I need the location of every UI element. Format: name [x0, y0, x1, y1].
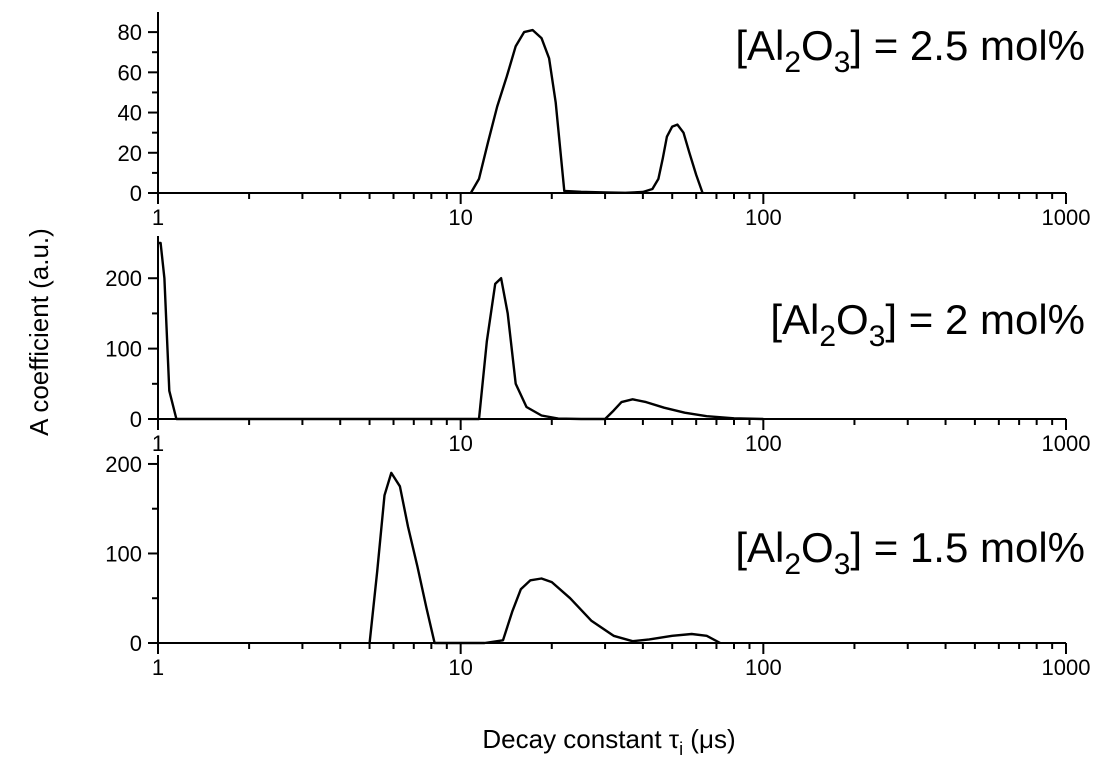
series-line-1 [469, 28, 704, 194]
composition-annotation: [Al2O3] = 2 mol% [770, 296, 1085, 353]
panel-1: 0 20 40 60 80 1 10 100 1000 [Al2O3] = 2.5 mol% [118, 12, 1091, 230]
annotation-part: O [801, 524, 834, 571]
y-tick-label: 0 [130, 181, 142, 206]
annotation-part: 3 [834, 548, 851, 581]
annotation-part: 3 [834, 46, 851, 79]
composition-annotation: [Al2O3] = 1.5 mol% [735, 524, 1085, 581]
y-tick-label: 40 [118, 101, 142, 126]
x-tick-label: 100 [745, 655, 782, 680]
annotation-part: 2 [819, 320, 836, 353]
annotation-part: O [836, 296, 869, 343]
y-tick-label: 200 [105, 266, 142, 291]
annotation-part: [Al [735, 22, 784, 69]
x-axis-title: Decay constant τi (μs) [482, 724, 735, 759]
y-tick-label: 200 [105, 452, 142, 477]
panel-3: 0 100 200 1 10 100 1000 [Al2O3] = 1.5 mol% [105, 452, 1090, 680]
panel-2: 0 100 200 1 10 100 1000 [Al2O3] = 2 mol% [105, 236, 1090, 456]
annotation-part: [Al [735, 524, 784, 571]
x-tick-label: 10 [448, 205, 472, 230]
annotation-part: 3 [869, 320, 886, 353]
annotation-part: ] = 2 mol% [885, 296, 1085, 343]
annotation-part: 2 [784, 548, 801, 581]
x-tick-label: 1000 [1042, 205, 1091, 230]
x-axis-title-main: Decay constant τ [482, 724, 679, 754]
y-tick-label: 60 [118, 60, 142, 85]
annotation-part: O [801, 22, 834, 69]
y-tick-label: 20 [118, 141, 142, 166]
y-tick-label: 100 [105, 337, 142, 362]
x-tick-label: 1 [152, 655, 164, 680]
y-tick-label: 0 [130, 631, 142, 656]
x-tick-label: 100 [745, 431, 782, 456]
x-tick-label: 1 [152, 431, 164, 456]
annotation-part: ] = 1.5 mol% [850, 524, 1085, 571]
y-tick-label: 80 [118, 20, 142, 45]
x-axis-title-subscript: i [679, 739, 683, 759]
series-line-1 [158, 241, 764, 421]
x-tick-label: 1 [152, 205, 164, 230]
annotation-part: [Al [770, 296, 819, 343]
annotation-part: 2 [784, 46, 801, 79]
y-axis-title: A coefficient (a.u.) [24, 228, 54, 436]
x-tick-label: 1000 [1042, 655, 1091, 680]
annotation-part: ] = 2.5 mol% [850, 22, 1085, 69]
y-tick-label: 100 [105, 541, 142, 566]
composition-annotation: [Al2O3] = 2.5 mol% [735, 22, 1085, 79]
y-tick-label: 0 [130, 407, 142, 432]
x-tick-label: 1000 [1042, 431, 1091, 456]
x-tick-label: 100 [745, 205, 782, 230]
x-tick-label: 10 [448, 655, 472, 680]
series-line-1 [368, 471, 721, 645]
x-tick-label: 10 [448, 431, 472, 456]
x-axis-title-unit: (μs) [683, 724, 736, 754]
